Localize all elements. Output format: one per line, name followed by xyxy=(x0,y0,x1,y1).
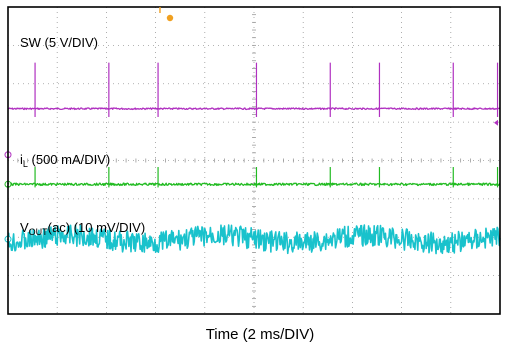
x-axis-label: Time (2 ms/DIV) xyxy=(206,326,315,343)
channel-trace xyxy=(7,107,501,111)
traces xyxy=(7,62,501,255)
trigger-level-marker xyxy=(494,119,498,126)
channel-trace xyxy=(7,182,501,187)
channel-labels: SW (5 V/DIV) iL (500 mA/DIV) VOUT(ac) (10 … xyxy=(20,35,145,237)
channel-label: VOUT(ac) (10 mV/DIV) xyxy=(20,220,145,237)
plot-border xyxy=(7,6,501,315)
trigger-position-marker xyxy=(159,7,174,22)
channel-label: iL (500 mA/DIV) xyxy=(20,152,110,169)
grid xyxy=(7,6,501,315)
trigger-markers xyxy=(159,7,498,126)
channel-label: SW (5 V/DIV) xyxy=(20,35,98,50)
channel-trace xyxy=(7,224,501,255)
